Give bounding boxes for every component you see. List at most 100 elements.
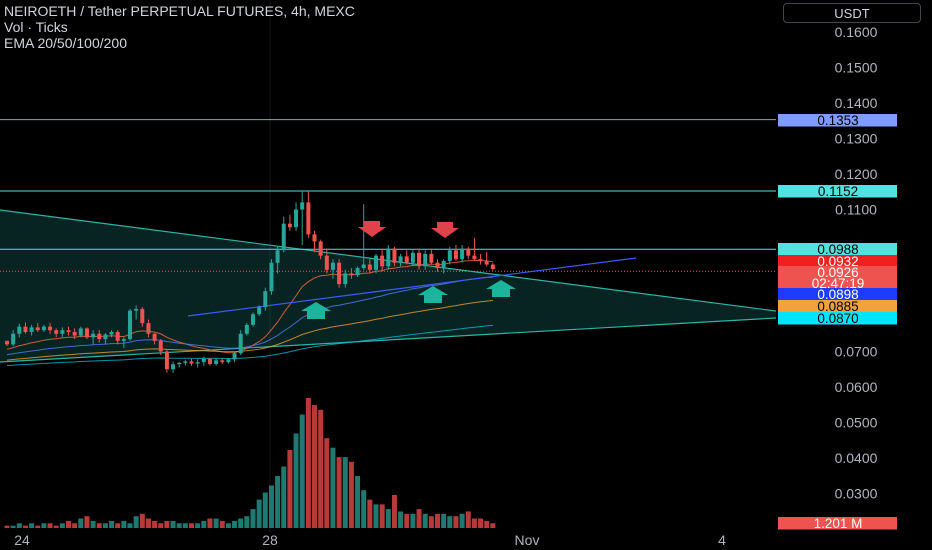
time-axis-label: Nov bbox=[515, 532, 540, 548]
price-tag bbox=[778, 300, 897, 313]
candle-body bbox=[220, 360, 225, 363]
volume-bar bbox=[133, 516, 139, 528]
currency-selector-button[interactable]: USDT bbox=[783, 3, 921, 23]
candle-body bbox=[5, 340, 9, 345]
candle-body bbox=[447, 250, 452, 261]
down-arrow-marker[interactable] bbox=[431, 222, 459, 238]
candle-body bbox=[60, 330, 65, 334]
volume-indicator-label[interactable]: Vol · Ticks bbox=[4, 19, 68, 35]
price-tag bbox=[778, 243, 897, 256]
candle-body bbox=[121, 339, 126, 341]
volume-bar bbox=[238, 518, 244, 528]
up-arrow-marker[interactable] bbox=[486, 280, 516, 297]
candle-body bbox=[269, 262, 274, 292]
volume-bar bbox=[441, 513, 447, 528]
price-tag-label: 0.0898 bbox=[817, 287, 858, 302]
volume-bar bbox=[66, 520, 71, 528]
candle-body bbox=[300, 202, 305, 210]
candle-body bbox=[201, 358, 206, 363]
candle-body bbox=[17, 326, 22, 334]
volume-bar bbox=[145, 518, 151, 528]
trend-line[interactable] bbox=[187, 257, 637, 317]
price-tag bbox=[778, 114, 897, 127]
candle-body bbox=[337, 262, 342, 285]
volume-bar bbox=[318, 409, 324, 528]
volume-bar bbox=[47, 523, 53, 528]
price-tag bbox=[778, 266, 897, 279]
candle-body bbox=[134, 308, 139, 311]
down-arrow-marker[interactable] bbox=[358, 221, 386, 237]
candle-body bbox=[109, 331, 114, 335]
candle-body bbox=[66, 330, 71, 332]
volume-bar bbox=[305, 398, 311, 528]
volume-bar bbox=[207, 518, 213, 528]
candle-body bbox=[128, 310, 132, 340]
volume-bar bbox=[484, 520, 490, 528]
price-tag bbox=[778, 517, 897, 530]
price-axis-tick: 0.0400 bbox=[835, 450, 878, 466]
candle-body bbox=[287, 223, 292, 228]
volume-bar bbox=[109, 520, 115, 528]
up-arrow-marker[interactable] bbox=[418, 286, 448, 303]
volume-bar bbox=[453, 516, 459, 528]
price-axis-tick: 0.0700 bbox=[835, 344, 878, 360]
volume-bar bbox=[59, 523, 65, 528]
volume-bar bbox=[330, 447, 336, 528]
candle-body bbox=[423, 253, 428, 267]
candle-body bbox=[324, 255, 329, 270]
candle-body bbox=[115, 331, 120, 341]
price-tag-label: 0.0885 bbox=[817, 299, 858, 314]
candle-body bbox=[214, 360, 219, 364]
candle-body bbox=[177, 362, 182, 365]
candle-body bbox=[189, 361, 194, 364]
candle-body bbox=[478, 259, 483, 261]
ema-line bbox=[6, 324, 493, 366]
volume-bar bbox=[29, 523, 35, 528]
volume-bar bbox=[275, 476, 281, 528]
candle-body bbox=[275, 250, 280, 263]
volume-bar bbox=[379, 504, 385, 528]
candle-body bbox=[392, 248, 397, 263]
volume-bar bbox=[219, 520, 225, 528]
candle-body bbox=[164, 351, 169, 370]
ema-indicator-label[interactable]: EMA 20/50/100/200 bbox=[4, 35, 127, 51]
volume-bar bbox=[78, 518, 84, 528]
price-axis-tick: 0.1400 bbox=[835, 95, 878, 111]
volume-bar bbox=[232, 520, 238, 528]
volume-bar bbox=[416, 509, 422, 528]
volume-bar bbox=[201, 520, 207, 528]
volume-bar bbox=[385, 509, 391, 528]
volume-bar bbox=[72, 523, 78, 528]
price-tag bbox=[778, 255, 897, 268]
volume-bar bbox=[213, 518, 219, 528]
volume-bar bbox=[35, 525, 41, 528]
up-arrow-marker[interactable] bbox=[301, 302, 331, 319]
volume-bar bbox=[127, 523, 133, 528]
volume-bar bbox=[404, 513, 410, 528]
candle-body bbox=[472, 255, 477, 260]
price-tag bbox=[778, 288, 897, 301]
ema-line bbox=[6, 276, 493, 356]
symbol-title[interactable]: NEIROETH / Tether PERPETUAL FUTURES, 4h,… bbox=[4, 3, 355, 19]
volume-bar bbox=[176, 523, 182, 528]
candle-body bbox=[171, 364, 176, 370]
candle-body bbox=[380, 255, 385, 267]
volume-bar bbox=[152, 520, 158, 528]
volume-bar bbox=[361, 490, 367, 528]
volume-bar bbox=[465, 511, 471, 528]
volume-bar bbox=[139, 513, 145, 528]
candle-body bbox=[226, 359, 231, 363]
price-axis-tick: 0.1300 bbox=[835, 131, 878, 147]
volume-bar bbox=[373, 504, 379, 528]
candle-body bbox=[48, 326, 53, 331]
candle-body bbox=[460, 248, 465, 260]
volume-bar bbox=[312, 405, 317, 528]
volume-bar bbox=[182, 523, 188, 528]
candle-body bbox=[441, 260, 446, 269]
candle-body bbox=[257, 307, 262, 315]
volume-bar bbox=[299, 414, 305, 528]
triangle-lower-line[interactable] bbox=[0, 317, 777, 363]
price-tag bbox=[778, 312, 897, 325]
volume-bar bbox=[324, 438, 330, 528]
